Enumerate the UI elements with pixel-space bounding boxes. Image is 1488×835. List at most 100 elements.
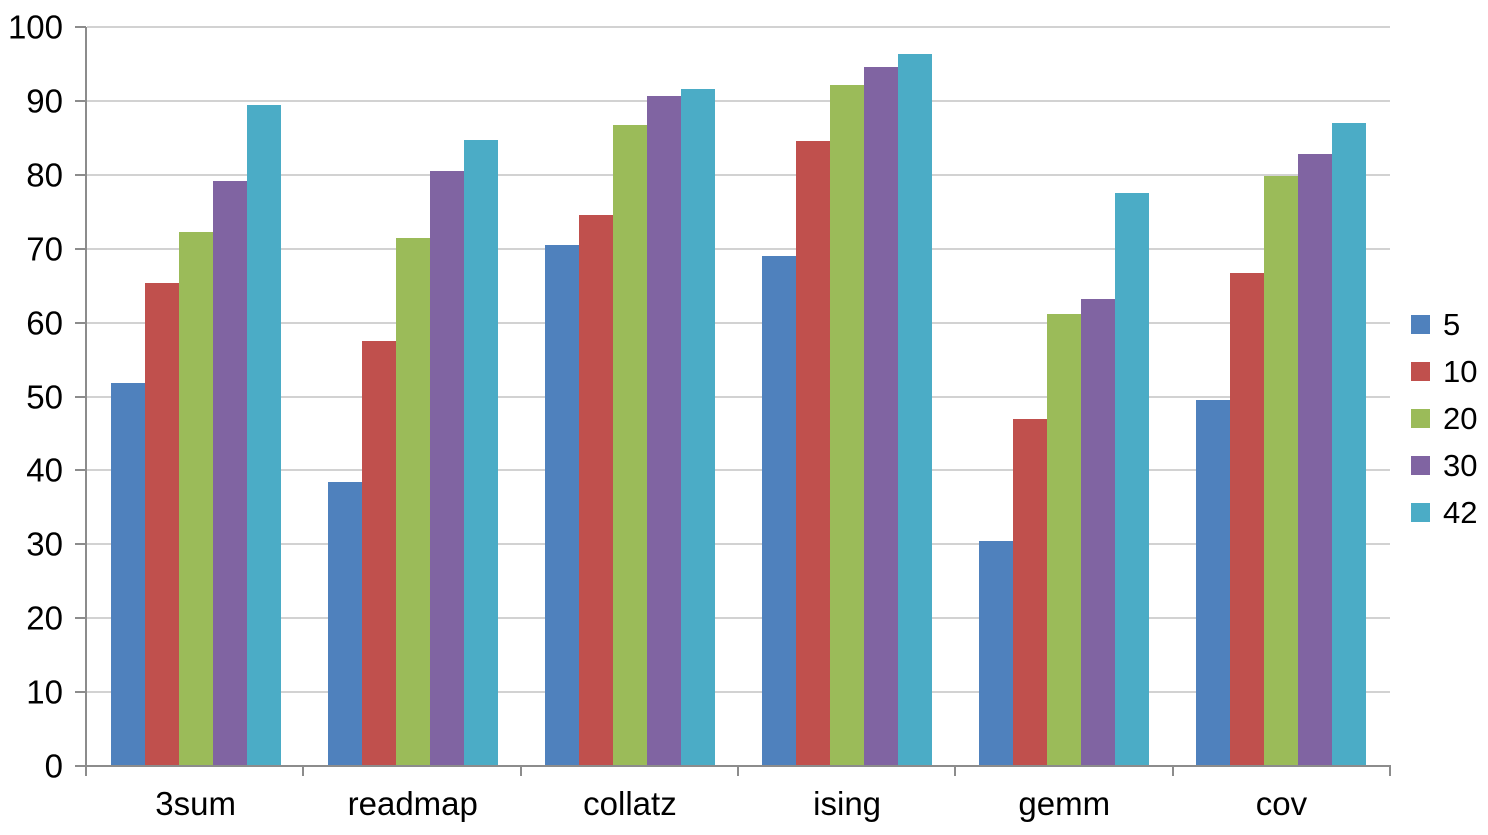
x-axis-label-ising: ising <box>813 785 882 822</box>
y-axis-tick <box>75 247 86 250</box>
bar-readmap-5 <box>327 482 362 766</box>
bar-group-collatz <box>521 27 738 766</box>
legend-item-20: 20 <box>1411 395 1477 442</box>
legend: 5 10 20 30 42 <box>1411 301 1477 536</box>
legend-item-10: 10 <box>1411 348 1477 395</box>
x-axis-label-cov: cov <box>1255 785 1308 822</box>
y-axis-ticks <box>75 26 86 767</box>
y-axis-tick-label-100: 100 <box>7 8 63 46</box>
gridline-50 <box>87 396 1390 397</box>
legend-item-5: 5 <box>1411 301 1477 348</box>
gridline-60 <box>87 322 1390 324</box>
gridline-40 <box>87 469 1390 471</box>
bar-collatz-20 <box>612 125 647 766</box>
y-axis-tick-label-50: 50 <box>26 378 63 415</box>
y-axis-line <box>85 27 87 776</box>
y-axis-tick <box>75 173 86 176</box>
legend-label-10: 10 <box>1443 354 1478 389</box>
legend-label-5: 5 <box>1443 307 1461 342</box>
x-axis-ticks <box>85 766 1391 776</box>
bar-group-3sum <box>87 27 304 766</box>
y-axis-tick <box>75 26 86 28</box>
gridline-90 <box>87 100 1390 102</box>
bar-gemm-10 <box>1013 419 1048 766</box>
bar-cov-20 <box>1264 176 1299 766</box>
bar-ising-30 <box>864 66 899 766</box>
bar-gemm-20 <box>1047 314 1082 766</box>
bar-cov-42 <box>1332 123 1367 766</box>
bar-collatz-10 <box>578 214 613 766</box>
legend-swatch-42 <box>1411 503 1430 522</box>
bar-readmap-30 <box>429 171 464 766</box>
legend-swatch-5 <box>1411 315 1430 334</box>
bar-group-ising <box>739 27 956 766</box>
gridline-80 <box>87 174 1390 176</box>
gridline-20 <box>87 617 1390 619</box>
x-axis-tick <box>737 766 739 776</box>
bar-ising-42 <box>898 54 933 766</box>
legend-label-42: 42 <box>1443 495 1478 530</box>
bar-group-cov <box>1173 27 1390 766</box>
bar-cov-5 <box>1196 400 1231 766</box>
y-axis-tick <box>75 99 86 102</box>
bar-3sum-30 <box>212 180 247 766</box>
x-axis-labels: 3sum readmap collatz ising gemm cov <box>87 787 1390 820</box>
x-axis-tick <box>1389 766 1391 776</box>
legend-swatch-10 <box>1411 362 1430 381</box>
y-axis-tick-label-40: 40 <box>26 451 63 489</box>
y-axis-tick-label-10: 10 <box>26 673 63 711</box>
x-axis-tick <box>302 766 305 776</box>
y-axis-tick-label-0: 0 <box>44 747 63 785</box>
y-axis-tick <box>75 617 86 620</box>
bar-cov-10 <box>1230 273 1265 766</box>
bar-group-gemm <box>956 27 1173 766</box>
y-axis-tick-label-20: 20 <box>26 599 63 637</box>
y-axis-tick-label-60: 60 <box>26 304 63 342</box>
legend-label-20: 20 <box>1443 401 1478 436</box>
y-axis-tick-label-90: 90 <box>26 82 63 120</box>
y-axis-tick <box>75 395 86 398</box>
y-axis-tick-labels: 0 10 20 30 40 50 60 70 80 90 100 <box>0 11 63 783</box>
x-axis-label-readmap: readmap <box>347 785 478 822</box>
legend-swatch-30 <box>1411 456 1430 475</box>
gridline-30 <box>87 543 1390 545</box>
bar-ising-5 <box>762 256 797 766</box>
y-axis-tick <box>75 543 86 546</box>
y-axis-tick <box>75 765 86 767</box>
bar-3sum-20 <box>178 232 213 766</box>
y-axis-tick-label-30: 30 <box>26 525 63 563</box>
bar-3sum-5 <box>110 383 145 766</box>
bar-ising-20 <box>830 84 865 766</box>
y-axis-tick-label-70: 70 <box>26 230 63 268</box>
legend-item-30: 30 <box>1411 442 1477 489</box>
plot-area <box>87 26 1390 767</box>
bar-readmap-10 <box>361 341 396 766</box>
x-axis-tick <box>85 766 87 776</box>
gridline-70 <box>87 248 1390 250</box>
bar-gemm-42 <box>1115 192 1150 766</box>
y-axis-tick <box>75 321 86 324</box>
legend-item-42: 42 <box>1411 489 1477 536</box>
x-axis-tick <box>1171 766 1174 776</box>
gridline-10 <box>87 691 1390 693</box>
x-axis-tick <box>519 766 522 776</box>
y-axis-tick <box>75 691 86 694</box>
bar-collatz-5 <box>544 245 579 766</box>
y-axis-tick-label-80: 80 <box>26 156 63 194</box>
bar-cov-30 <box>1298 154 1333 766</box>
bar-3sum-42 <box>246 104 281 766</box>
bar-group-readmap <box>304 27 521 766</box>
x-axis-tick <box>954 766 957 776</box>
bar-ising-10 <box>796 140 831 766</box>
bar-collatz-42 <box>680 89 715 766</box>
gridline-100 <box>87 26 1390 28</box>
bar-readmap-42 <box>463 140 498 766</box>
bar-gemm-30 <box>1081 298 1116 766</box>
y-axis-tick <box>75 469 86 472</box>
bar-3sum-10 <box>144 282 179 766</box>
x-axis-label-collatz: collatz <box>583 785 677 822</box>
bar-groups <box>87 27 1390 766</box>
bar-readmap-20 <box>395 238 430 766</box>
legend-swatch-20 <box>1411 409 1430 428</box>
